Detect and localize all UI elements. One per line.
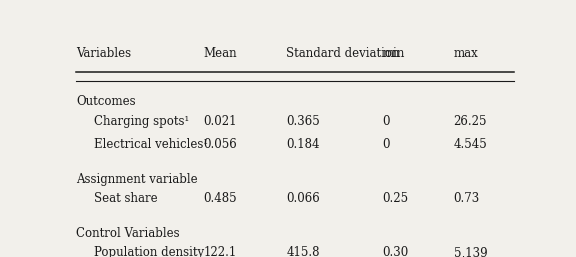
Text: Assignment variable: Assignment variable [77, 172, 198, 186]
Text: 0.021: 0.021 [204, 115, 237, 128]
Text: Seat share: Seat share [94, 192, 158, 205]
Text: 0.184: 0.184 [286, 138, 320, 151]
Text: Standard deviation: Standard deviation [286, 47, 400, 60]
Text: 26.25: 26.25 [454, 115, 487, 128]
Text: 0: 0 [382, 115, 390, 128]
Text: 4.545: 4.545 [454, 138, 487, 151]
Text: 0.485: 0.485 [204, 192, 237, 205]
Text: 0: 0 [382, 138, 390, 151]
Text: 0.25: 0.25 [382, 192, 408, 205]
Text: 0.056: 0.056 [204, 138, 237, 151]
Text: 0.30: 0.30 [382, 246, 408, 257]
Text: Outcomes: Outcomes [77, 95, 136, 108]
Text: Mean: Mean [204, 47, 237, 60]
Text: Population density: Population density [94, 246, 204, 257]
Text: max: max [454, 47, 479, 60]
Text: 0.066: 0.066 [286, 192, 320, 205]
Text: min: min [382, 47, 404, 60]
Text: 122.1: 122.1 [204, 246, 237, 257]
Text: Variables: Variables [77, 47, 131, 60]
Text: Electrical vehicles¹: Electrical vehicles¹ [94, 138, 209, 151]
Text: Charging spots¹: Charging spots¹ [94, 115, 190, 128]
Text: 0.73: 0.73 [454, 192, 480, 205]
Text: 0.365: 0.365 [286, 115, 320, 128]
Text: 415.8: 415.8 [286, 246, 320, 257]
Text: Control Variables: Control Variables [77, 227, 180, 240]
Text: 5,139: 5,139 [454, 246, 487, 257]
